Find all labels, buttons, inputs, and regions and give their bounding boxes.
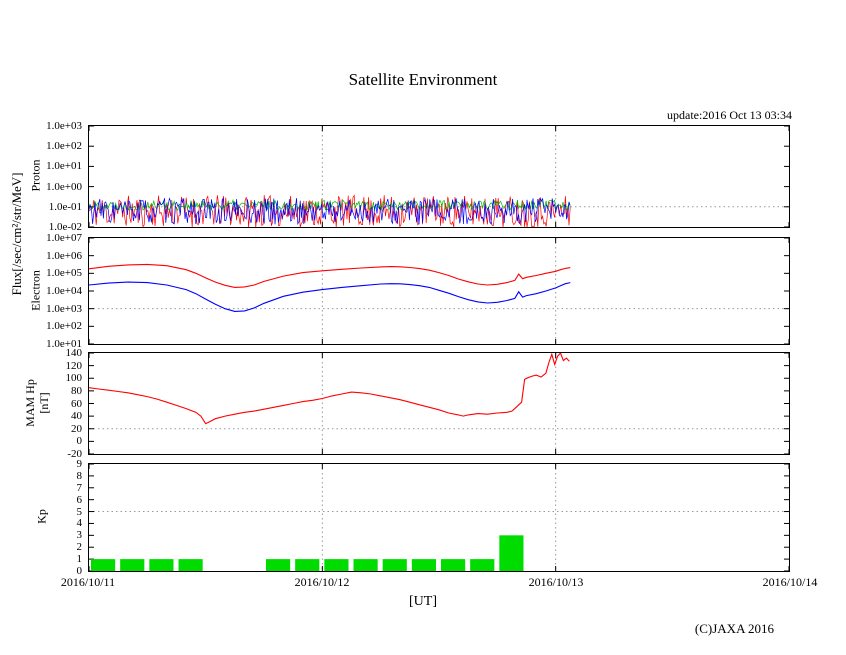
x-axis-tick-label: 2016/10/13 (528, 575, 584, 589)
hp-ytick-label: 100 (65, 372, 83, 385)
kp-ytick-label: 6 (76, 493, 83, 506)
kp-ytick-label: 4 (76, 517, 83, 530)
hp-red-series (89, 353, 570, 425)
panel-kp (88, 463, 790, 572)
kp-ytick-label: 9 (76, 458, 83, 470)
electron-ytick-label: 1.0e+06 (46, 249, 82, 262)
electron-ytick-label: 1.0e+05 (46, 267, 82, 280)
kp-bar (470, 559, 495, 571)
page-title: Satellite Environment (348, 70, 498, 89)
proton-green-series (89, 198, 571, 212)
electron-blue-series (89, 281, 571, 312)
hp-ytick-label: 140 (65, 347, 83, 359)
x-axis-tick-label: 2016/10/11 (60, 575, 116, 589)
kp-bar (441, 559, 466, 571)
hp-ytick-label: 40 (71, 410, 82, 423)
electron-ytick-label: 1.0e+04 (46, 285, 82, 297)
kp-bar (499, 535, 524, 571)
kp-plot-area (89, 464, 789, 571)
x-axis-title: [UT] (409, 594, 437, 609)
proton-blue-series (89, 196, 571, 226)
kp-ytick-label: 8 (76, 469, 83, 482)
kp-bar (353, 559, 378, 571)
electron-plot-area (89, 238, 789, 344)
x-axis-tick-label: 2016/10/14 (762, 575, 818, 589)
proton-ytick-label: 1.0e+00 (46, 180, 82, 193)
hp-plot-area (89, 353, 789, 454)
kp-bar (295, 559, 320, 571)
kp-ytick-label: 5 (76, 505, 83, 518)
kp-bar (382, 559, 407, 571)
kp-bar (91, 559, 116, 571)
hp-ytick-label: 120 (65, 359, 83, 372)
proton-ytick-label: 1.0e+02 (46, 140, 82, 153)
panel-proton (88, 125, 790, 228)
proton-axis-label: Proton (28, 159, 43, 192)
update-timestamp: update:2016 Oct 13 03:34 (667, 108, 792, 122)
panel-electron (88, 237, 790, 345)
electron-ytick-label: 1.0e+07 (46, 232, 82, 244)
proton-plot-area (89, 126, 789, 227)
electron-ytick-label: 1.0e+02 (46, 320, 82, 333)
x-axis-tick-label: 2016/10/12 (294, 575, 350, 589)
kp-bar (178, 559, 203, 571)
kp-bar (266, 559, 291, 571)
kp-bar (120, 559, 145, 571)
kp-bar (411, 559, 436, 571)
electron-ytick-label: 1.0e+03 (46, 302, 82, 315)
hp-ytick-label: 0 (76, 435, 83, 448)
kp-bar (324, 559, 349, 571)
kp-ytick-label: 0 (76, 565, 83, 577)
proton-ytick-label: 1.0e-02 (48, 221, 82, 233)
hp-ytick-label: 60 (71, 397, 82, 410)
proton-ytick-label: 1.0e+03 (46, 120, 82, 132)
proton-ytick-label: 1.0e+01 (46, 160, 82, 173)
kp-ytick-label: 1 (76, 553, 83, 566)
panel-hp (88, 352, 790, 455)
kp-ytick-label: 2 (76, 541, 83, 554)
hp-ytick-label: 20 (71, 422, 82, 435)
electron-red-series (89, 263, 571, 288)
kp-bar (149, 559, 174, 571)
kp-ytick-label: 3 (76, 529, 83, 542)
kp-ytick-label: 7 (76, 481, 83, 494)
proton-ytick-label: 1.0e-01 (48, 200, 82, 213)
copyright: (C)JAXA 2016 (694, 621, 774, 636)
electron-ytick-label: 1.0e+01 (46, 338, 82, 350)
hp-ytick-label: -20 (67, 448, 82, 460)
hp-ytick-label: 80 (71, 384, 82, 397)
